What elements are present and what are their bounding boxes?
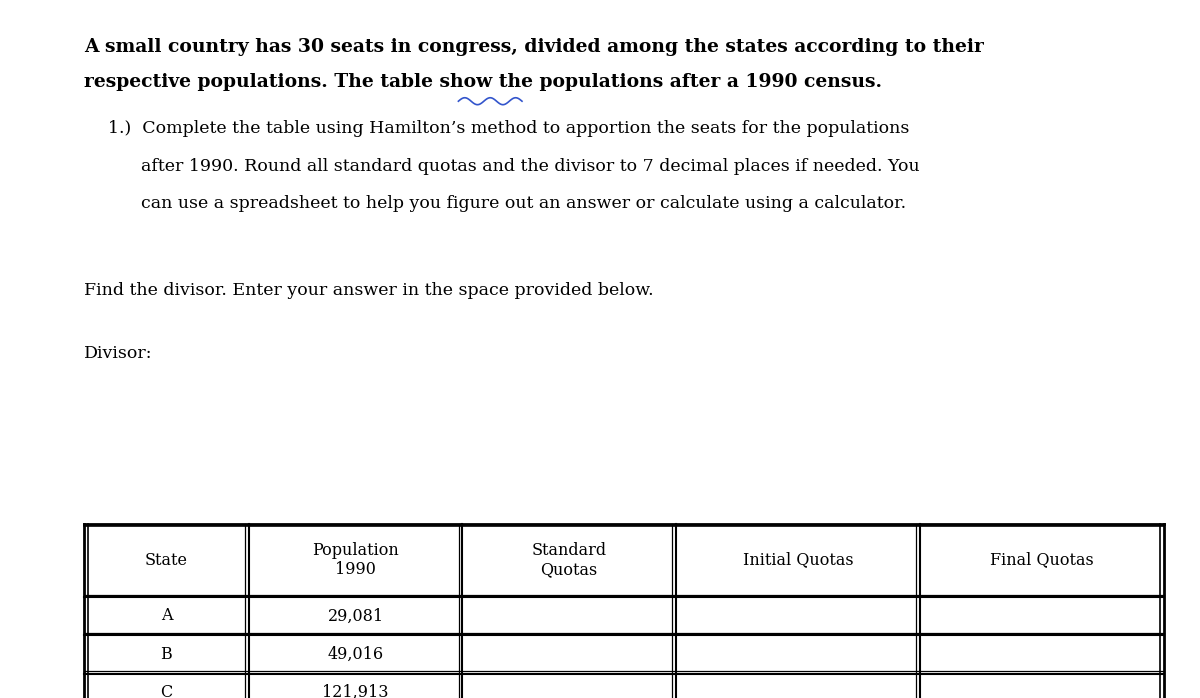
- Text: Initial Quotas: Initial Quotas: [743, 551, 853, 569]
- Text: Divisor:: Divisor:: [84, 345, 152, 362]
- Text: Find the divisor. Enter your answer in the space provided below.: Find the divisor. Enter your answer in t…: [84, 282, 654, 299]
- Text: Final Quotas: Final Quotas: [990, 551, 1094, 569]
- Text: 121,913: 121,913: [323, 684, 389, 698]
- Text: A: A: [161, 607, 172, 625]
- Text: State: State: [145, 551, 188, 569]
- Text: A small country has 30 seats in congress, divided among the states according to : A small country has 30 seats in congress…: [84, 38, 984, 57]
- Text: Population
1990: Population 1990: [312, 542, 398, 579]
- Text: can use a spreadsheet to help you figure out an answer or calculate using a calc: can use a spreadsheet to help you figure…: [108, 195, 906, 212]
- Text: C: C: [161, 684, 173, 698]
- Text: Standard
Quotas: Standard Quotas: [532, 542, 607, 579]
- Text: 1.)  Complete the table using Hamilton’s method to apportion the seats for the p: 1.) Complete the table using Hamilton’s …: [108, 120, 910, 137]
- Text: after 1990. Round all standard quotas and the divisor to 7 decimal places if nee: after 1990. Round all standard quotas an…: [108, 158, 919, 174]
- Text: B: B: [161, 646, 173, 663]
- Text: 49,016: 49,016: [328, 646, 384, 663]
- Text: respective populations. The table show the populations after a 1990 census.: respective populations. The table show t…: [84, 73, 882, 91]
- Text: 29,081: 29,081: [328, 607, 384, 625]
